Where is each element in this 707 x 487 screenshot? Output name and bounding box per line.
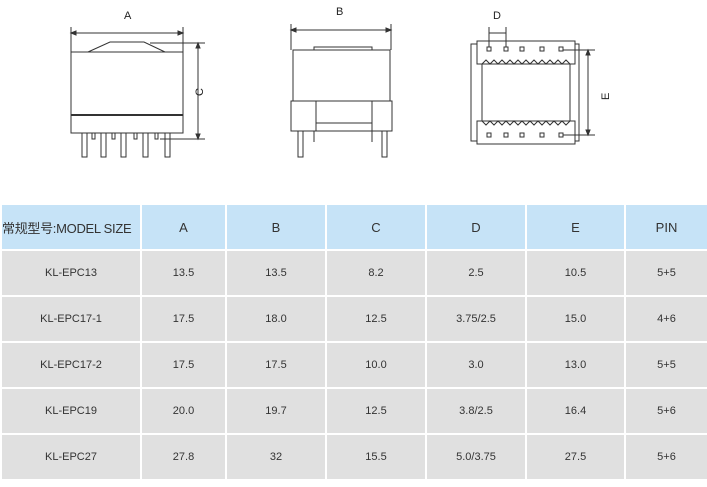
cell-model: KL-EPC27 — [0, 433, 142, 481]
cell-pin: 5+6 — [624, 433, 707, 481]
front-view-drawing: A C — [69, 10, 206, 158]
header-e: E — [525, 203, 626, 251]
label-e: E — [600, 93, 612, 100]
bottom-view-drawing: D E — [470, 10, 612, 145]
cell-a: 27.8 — [140, 433, 227, 481]
cell-e: 27.5 — [525, 433, 626, 481]
table-row: KL-EPC13 13.5 13.5 8.2 2.5 10.5 5+5 — [0, 249, 707, 297]
cell-d: 3.8/2.5 — [425, 387, 527, 435]
header-d: D — [425, 203, 527, 251]
header-pin: PIN — [624, 203, 707, 251]
table-row: KL-EPC27 27.8 32 15.5 5.0/3.75 27.5 5+6 — [0, 433, 707, 481]
cell-b: 19.7 — [225, 387, 327, 435]
transformer-drawings: A C B D E — [69, 6, 612, 158]
label-c: C — [194, 88, 206, 96]
cell-e: 13.0 — [525, 341, 626, 389]
header-c: C — [325, 203, 427, 251]
cell-e: 15.0 — [525, 295, 626, 343]
side-view-drawing: B — [289, 6, 393, 158]
cell-c: 10.0 — [325, 341, 427, 389]
cell-b: 17.5 — [225, 341, 327, 389]
table-row: KL-EPC17-1 17.5 18.0 12.5 3.75/2.5 15.0 4+6 — [0, 295, 707, 343]
cell-pin: 5+5 — [624, 249, 707, 297]
cell-model: KL-EPC19 — [0, 387, 142, 435]
cell-d: 5.0/3.75 — [425, 433, 527, 481]
cell-d: 3.75/2.5 — [425, 295, 527, 343]
header-a: A — [140, 203, 227, 251]
cell-model: KL-EPC17-1 — [0, 295, 142, 343]
cell-b: 13.5 — [225, 249, 327, 297]
cell-pin: 4+6 — [624, 295, 707, 343]
table-header-row: 常规型号:MODEL SIZE A B C D E PIN — [0, 203, 707, 251]
cell-b: 18.0 — [225, 295, 327, 343]
label-b: B — [336, 6, 343, 18]
label-a: A — [124, 10, 132, 22]
header-model-size: 常规型号:MODEL SIZE — [0, 203, 142, 251]
cell-pin: 5+5 — [624, 341, 707, 389]
cell-c: 15.5 — [325, 433, 427, 481]
table-row: KL-EPC19 20.0 19.7 12.5 3.8/2.5 16.4 5+6 — [0, 387, 707, 435]
cell-b: 32 — [225, 433, 327, 481]
cell-d: 2.5 — [425, 249, 527, 297]
cell-a: 13.5 — [140, 249, 227, 297]
cell-a: 17.5 — [140, 295, 227, 343]
cell-model: KL-EPC13 — [0, 249, 142, 297]
cell-c: 12.5 — [325, 295, 427, 343]
cell-pin: 5+6 — [624, 387, 707, 435]
cell-c: 12.5 — [325, 387, 427, 435]
table-row: KL-EPC17-2 17.5 17.5 10.0 3.0 13.0 5+5 — [0, 341, 707, 389]
cell-e: 10.5 — [525, 249, 626, 297]
cell-c: 8.2 — [325, 249, 427, 297]
cell-d: 3.0 — [425, 341, 527, 389]
cell-a: 20.0 — [140, 387, 227, 435]
cell-a: 17.5 — [140, 341, 227, 389]
cell-model: KL-EPC17-2 — [0, 341, 142, 389]
header-b: B — [225, 203, 327, 251]
model-size-table: 常规型号:MODEL SIZE A B C D E PIN KL-EPC13 13… — [0, 203, 707, 481]
label-d: D — [493, 10, 501, 22]
cell-e: 16.4 — [525, 387, 626, 435]
